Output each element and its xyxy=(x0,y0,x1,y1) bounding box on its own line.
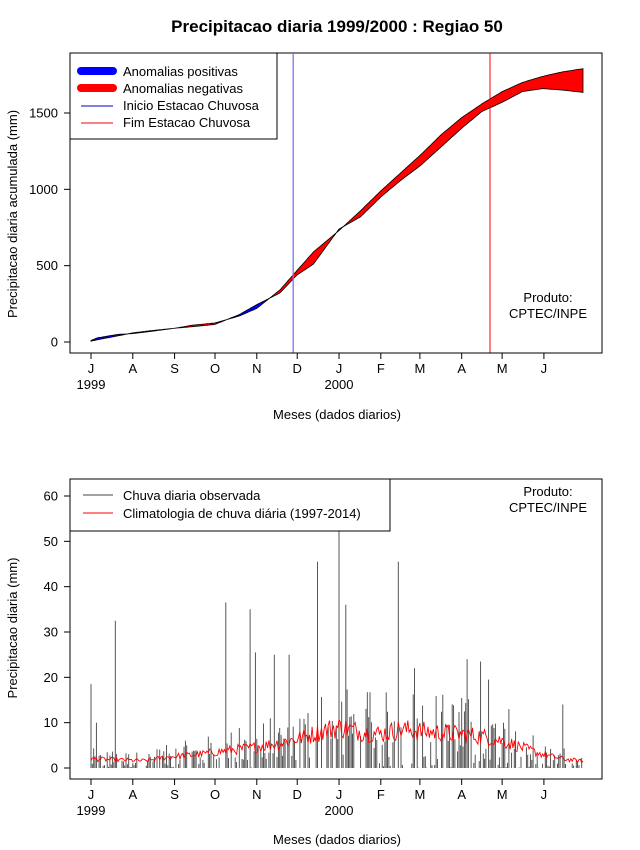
bottom-legend: Chuva diaria observada Climatologia de c… xyxy=(69,478,391,532)
top-x-tick-label: J xyxy=(541,361,548,376)
top-x-tick-label: J xyxy=(336,361,343,376)
bottom-x-tick-label: D xyxy=(293,787,302,802)
bottom-x-tick-label: O xyxy=(210,787,220,802)
bottom-y-tick-label: 10 xyxy=(44,715,58,730)
top-y-axis-label: Precipitacao diaria acumulada (mm) xyxy=(5,110,20,318)
top-y-axis: 0 500 1000 1500 xyxy=(29,106,71,350)
bottom-y-axis-label: Precipitacao diaria (mm) xyxy=(5,558,20,699)
top-year-label: 1999 xyxy=(77,377,106,392)
bottom-legend-box xyxy=(69,478,391,532)
top-year-label: 2000 xyxy=(325,377,354,392)
bottom-y-tick-label: 40 xyxy=(44,579,58,594)
bottom-x-tick-label: J xyxy=(336,787,343,802)
legend-end-label: Fim Estacao Chuvosa xyxy=(123,115,251,130)
negative-anomaly-area xyxy=(127,328,174,335)
bottom-y-tick-label: 60 xyxy=(44,489,58,504)
top-product-source: CPTEC/INPE xyxy=(509,306,587,321)
top-x-axis-label: Meses (dados diarios) xyxy=(273,407,401,422)
bottom-y-tick-label: 20 xyxy=(44,670,58,685)
top-y-tick-label: 1500 xyxy=(29,106,58,121)
top-x-tick-label: A xyxy=(457,361,466,376)
legend-observed-label: Chuva diaria observada xyxy=(123,488,261,503)
top-x-tick-label: F xyxy=(377,361,385,376)
bottom-product-source: CPTEC/INPE xyxy=(509,500,587,515)
bottom-year-label: 2000 xyxy=(325,803,354,818)
bottom-x-tick-label: J xyxy=(88,787,95,802)
bottom-x-tick-label: F xyxy=(377,787,385,802)
bottom-x-axis-label: Meses (dados diarios) xyxy=(273,832,401,847)
observed-rain-bars xyxy=(90,527,583,768)
legend-negative-label: Anomalias negativas xyxy=(123,81,243,96)
top-y-tick-label: 500 xyxy=(36,258,58,273)
top-anomaly-areas xyxy=(90,68,584,342)
top-x-tick-label: J xyxy=(88,361,95,376)
top-x-tick-label: O xyxy=(210,361,220,376)
top-x-tick-label: S xyxy=(170,361,179,376)
top-chart-title: Precipitacao diaria 1999/2000 : Regiao 5… xyxy=(171,17,503,36)
positive-anomaly-area xyxy=(334,226,344,236)
bottom-x-tick-label: J xyxy=(541,787,548,802)
climatology-line xyxy=(90,718,584,764)
bottom-y-tick-label: 0 xyxy=(51,761,58,776)
top-product-label: Produto: xyxy=(523,290,572,305)
top-y-tick-label: 1000 xyxy=(29,182,58,197)
bottom-x-tick-label: A xyxy=(128,787,137,802)
top-legend: Anomalias positivas Anomalias negativas … xyxy=(69,52,278,140)
positive-anomaly-area xyxy=(225,297,270,321)
bottom-x-tick-label: A xyxy=(457,787,466,802)
negative-anomaly-area xyxy=(174,319,227,329)
bottom-x-tick-label: S xyxy=(170,787,179,802)
top-y-tick-label: 0 xyxy=(51,335,58,350)
bottom-x-tick-label: N xyxy=(252,787,261,802)
legend-start-label: Inicio Estacao Chuvosa xyxy=(123,98,260,113)
top-chart: Precipitacao diaria 1999/2000 : Regiao 5… xyxy=(5,17,603,422)
positive-anomaly-area xyxy=(90,333,128,342)
bottom-product-label: Produto: xyxy=(523,484,572,499)
legend-climatology-label: Climatologia de chuva diária (1997-2014) xyxy=(123,506,361,521)
bottom-y-tick-label: 30 xyxy=(44,625,58,640)
bottom-x-tick-label: M xyxy=(497,787,508,802)
top-x-tick-label: M xyxy=(414,361,425,376)
bottom-y-axis: 0 10 20 30 40 50 60 xyxy=(44,489,71,776)
bottom-year-label: 1999 xyxy=(77,803,106,818)
legend-positive-label: Anomalias positivas xyxy=(123,64,238,79)
top-x-tick-label: A xyxy=(128,361,137,376)
top-x-tick-label: N xyxy=(252,361,261,376)
top-x-tick-label: D xyxy=(293,361,302,376)
bottom-x-tick-label: M xyxy=(414,787,425,802)
bottom-y-tick-label: 50 xyxy=(44,534,58,549)
negative-anomaly-area xyxy=(268,233,336,300)
top-x-tick-label: M xyxy=(497,361,508,376)
negative-anomaly-area xyxy=(342,68,584,228)
